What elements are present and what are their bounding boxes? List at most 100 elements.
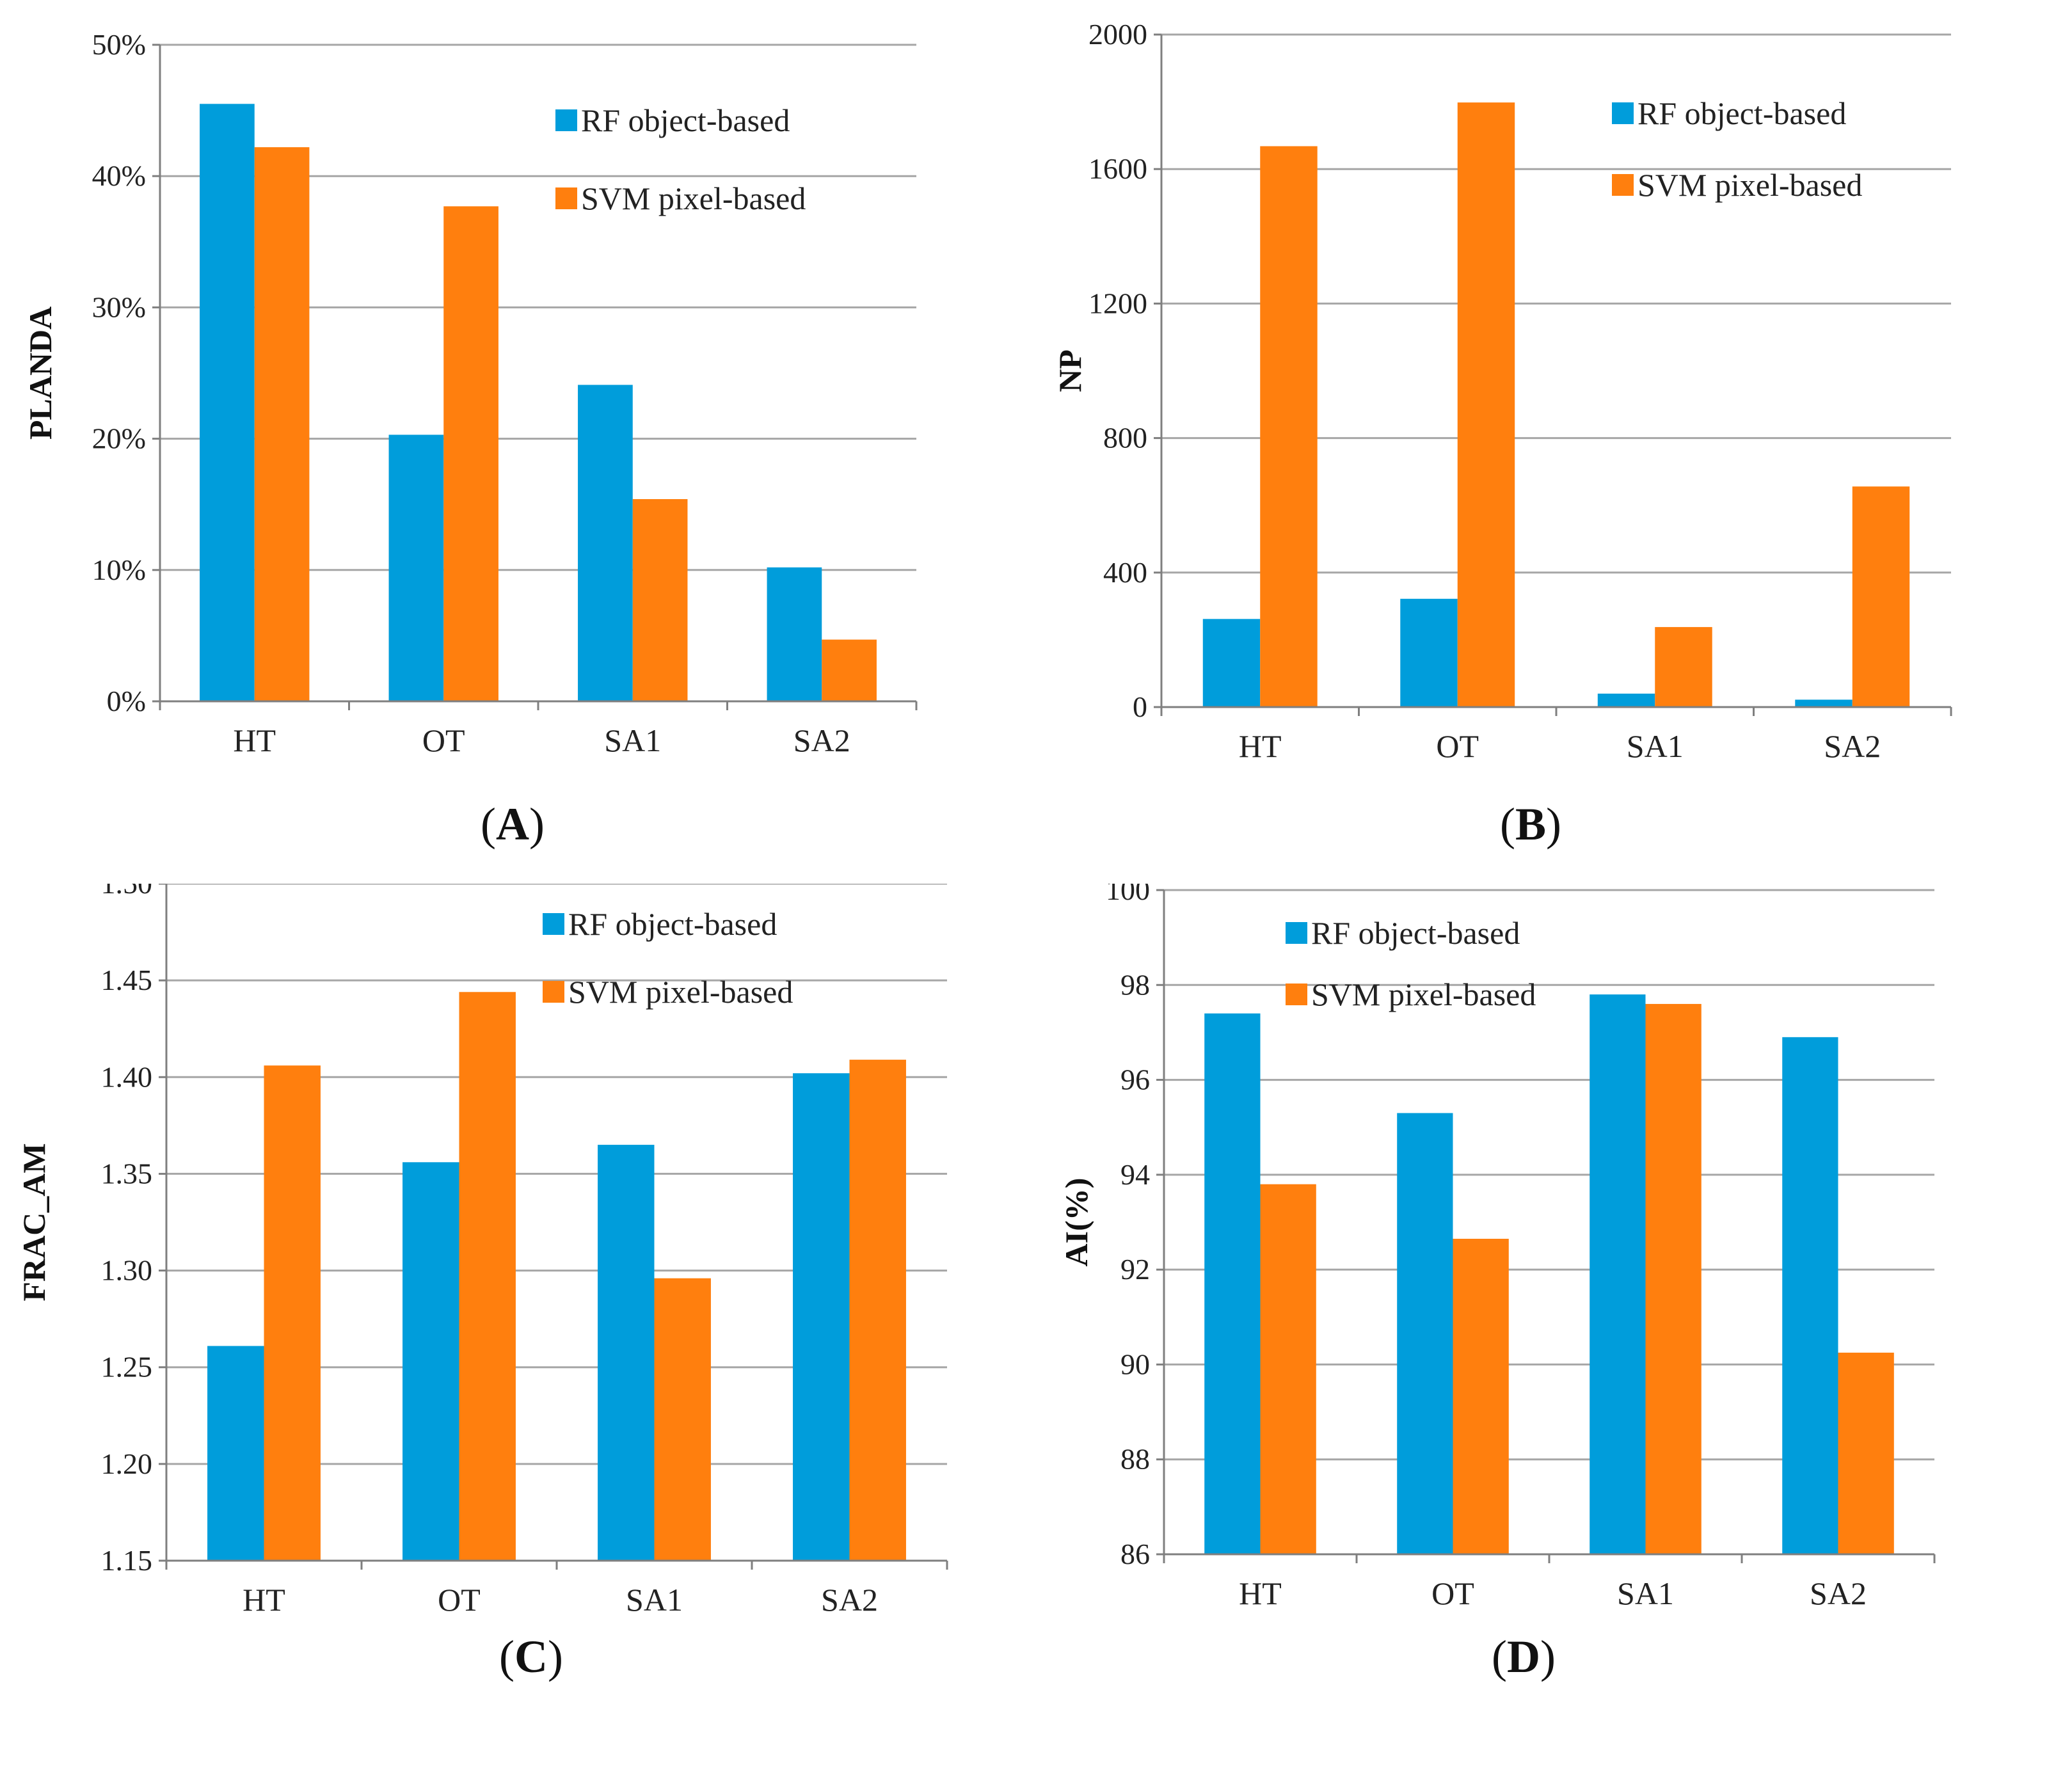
y-tick-label: 1.35 bbox=[101, 1157, 153, 1190]
y-tick-label: 98 bbox=[1120, 968, 1150, 1001]
y-tick-label: 1600 bbox=[1088, 152, 1147, 185]
bar-svm-sa2 bbox=[849, 1060, 906, 1561]
y-tick-label: 1.15 bbox=[101, 1544, 153, 1577]
y-axis-title: NP bbox=[1052, 349, 1088, 392]
bar-rf-sa1 bbox=[598, 1145, 655, 1561]
x-category-label: OT bbox=[1431, 1575, 1474, 1611]
legend-swatch-svm bbox=[543, 981, 564, 1003]
legend-swatch-rf bbox=[543, 913, 564, 935]
bar-rf-ot bbox=[1397, 1113, 1453, 1554]
y-tick-label: 50% bbox=[92, 28, 146, 61]
bar-svm-ht bbox=[1260, 146, 1318, 707]
bar-rf-ht bbox=[1202, 619, 1261, 707]
bar-svm-ot bbox=[1453, 1238, 1509, 1554]
bar-rf-ht bbox=[200, 104, 255, 702]
x-category-label: HT bbox=[1239, 1575, 1282, 1611]
y-tick-label: 1.30 bbox=[101, 1254, 153, 1287]
y-axis-title: PLANDA bbox=[22, 307, 58, 440]
y-tick-label: 400 bbox=[1103, 556, 1147, 589]
bar-svm-sa2 bbox=[1852, 486, 1910, 707]
x-category-label: SA1 bbox=[626, 1582, 683, 1618]
y-tick-label: 1200 bbox=[1088, 287, 1147, 319]
x-category-label: HT bbox=[1239, 728, 1282, 764]
panel-caption: (C) bbox=[499, 1631, 563, 1682]
x-category-label: HT bbox=[233, 722, 276, 758]
bar-rf-ot bbox=[388, 434, 444, 701]
x-category-label: OT bbox=[422, 722, 465, 758]
bar-svm-sa1 bbox=[632, 498, 688, 701]
chart-svg: 0% 10% 20% 30% 40% 50% HT OT SA1 SA2 PLANDA RF obje… bbox=[22, 28, 918, 850]
y-tick-label: 2000 bbox=[1088, 18, 1147, 51]
y-tick-label: 40% bbox=[92, 159, 146, 192]
x-category-label: OT bbox=[438, 1582, 481, 1618]
y-tick-label: 92 bbox=[1120, 1253, 1150, 1286]
x-category-label: SA1 bbox=[604, 722, 661, 758]
legend-swatch-rf bbox=[1612, 102, 1634, 124]
panel-caption: (B) bbox=[1500, 799, 1561, 850]
y-tick-label: 94 bbox=[1120, 1158, 1150, 1191]
bar-svm-ot bbox=[443, 206, 498, 701]
panel-caption: (D) bbox=[1492, 1631, 1556, 1682]
x-category-label: SA2 bbox=[793, 722, 850, 758]
y-axis-title: AI(%) bbox=[1058, 1178, 1094, 1267]
panel-a: 0% 10% 20% 30% 40% 50% HT OT SA1 SA2 PLANDA RF obje… bbox=[0, 0, 1036, 884]
panel-caption: (A) bbox=[481, 799, 545, 850]
bar-svm-ht bbox=[264, 1065, 321, 1561]
y-tick-label: 20% bbox=[92, 422, 146, 455]
y-tick-label: 1.25 bbox=[101, 1351, 153, 1383]
y-tick-label: 96 bbox=[1120, 1063, 1150, 1096]
bar-rf-ht bbox=[207, 1346, 264, 1561]
x-category-label: SA2 bbox=[1824, 728, 1881, 764]
y-tick-label: 86 bbox=[1120, 1538, 1150, 1570]
legend-label-svm: SVM pixel-based bbox=[1638, 167, 1862, 203]
x-category-label: OT bbox=[1436, 728, 1479, 764]
legend-label-svm: SVM pixel-based bbox=[1311, 976, 1536, 1012]
y-tick-label: 0% bbox=[107, 685, 146, 717]
bar-svm-ht bbox=[1260, 1184, 1316, 1554]
x-category-label: HT bbox=[243, 1582, 285, 1618]
bar-svm-sa2 bbox=[822, 639, 877, 701]
y-tick-label: 30% bbox=[92, 291, 146, 323]
legend-swatch-svm bbox=[1612, 174, 1634, 196]
y-tick-label: 1.45 bbox=[101, 964, 153, 996]
legend-swatch-svm bbox=[1286, 984, 1307, 1005]
y-tick-label: 1.40 bbox=[101, 1060, 153, 1093]
bar-rf-sa1 bbox=[1590, 994, 1646, 1554]
bar-svm-sa2 bbox=[1838, 1352, 1894, 1554]
y-tick-label: 0 bbox=[1133, 690, 1147, 723]
panel-c: 1.15 1.20 1.25 1.30 1.35 1.40 1.45 1.50 HT OT SA1 S… bbox=[0, 884, 1036, 1767]
legend-swatch-svm bbox=[555, 187, 577, 209]
y-tick-label: 1.20 bbox=[101, 1447, 153, 1480]
bar-rf-sa2 bbox=[793, 1073, 850, 1561]
bar-svm-ot bbox=[459, 992, 516, 1561]
panel-b: 0 400 800 1200 1600 2000 HT OT SA1 SA2 NP RF object… bbox=[1036, 0, 2072, 884]
chart-svg: 1.15 1.20 1.25 1.30 1.35 1.40 1.45 1.50 HT OT SA1 S… bbox=[16, 884, 948, 1682]
y-tick-label: 800 bbox=[1103, 422, 1147, 454]
y-tick-label: 90 bbox=[1120, 1348, 1150, 1380]
legend-label-rf: RF object-based bbox=[568, 906, 777, 942]
y-tick-label: 100 bbox=[1106, 884, 1150, 906]
bar-rf-sa2 bbox=[767, 567, 822, 701]
legend-label-svm: SVM pixel-based bbox=[568, 974, 793, 1010]
x-category-label: SA2 bbox=[821, 1582, 878, 1618]
x-category-label: SA2 bbox=[1810, 1575, 1867, 1611]
bar-svm-sa1 bbox=[1655, 626, 1712, 707]
bar-rf-sa2 bbox=[1782, 1037, 1838, 1554]
bar-svm-ht bbox=[254, 147, 310, 701]
bar-svm-sa1 bbox=[654, 1278, 711, 1561]
bar-rf-sa1 bbox=[1597, 693, 1655, 707]
x-category-label: SA1 bbox=[1617, 1575, 1674, 1611]
x-category-label: SA1 bbox=[1627, 728, 1684, 764]
chart-svg: 86 88 90 92 94 96 98 100 HT OT SA1 SA2 AI(%) RF objec… bbox=[1058, 884, 1936, 1682]
y-tick-label: 1.50 bbox=[101, 884, 153, 900]
bar-svm-ot bbox=[1457, 102, 1515, 707]
panel-d: 86 88 90 92 94 96 98 100 HT OT SA1 SA2 AI(%) RF objec… bbox=[1036, 884, 2072, 1767]
legend-label-rf: RF object-based bbox=[1311, 915, 1520, 951]
bar-rf-ht bbox=[1204, 1013, 1261, 1554]
bar-rf-sa1 bbox=[578, 385, 633, 701]
bar-rf-ot bbox=[402, 1162, 459, 1561]
chart-svg: 0 400 800 1200 1600 2000 HT OT SA1 SA2 NP RF object… bbox=[1052, 18, 1952, 850]
legend-label-rf: RF object-based bbox=[1638, 95, 1846, 131]
legend-label-svm: SVM pixel-based bbox=[581, 180, 806, 216]
